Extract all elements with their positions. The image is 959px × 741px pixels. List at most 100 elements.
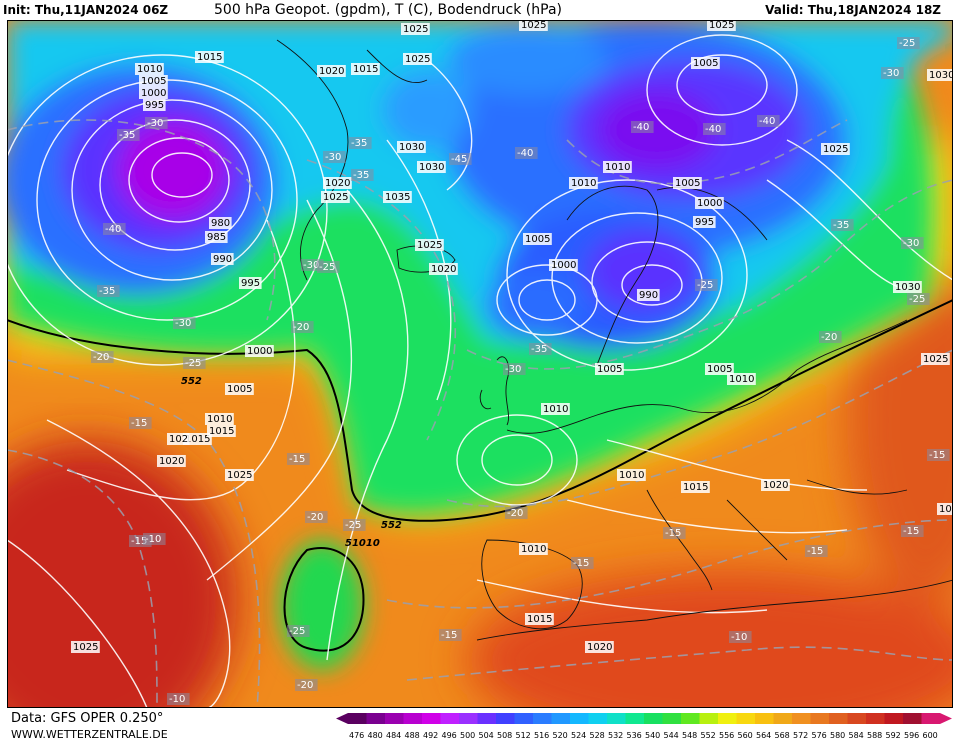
pressure-label-bg	[225, 469, 254, 481]
pressure-label: 995	[695, 217, 714, 228]
pressure-label-bg	[195, 51, 224, 63]
temperature-label-bg	[663, 527, 686, 539]
colorbar-swatch	[847, 713, 866, 724]
colorbar-tick-label: 516	[534, 731, 549, 740]
pressure-label: 1005	[597, 364, 622, 375]
pressure-label-bg	[429, 263, 458, 275]
pressure-label-bg	[549, 259, 578, 271]
temperature-label-bg	[901, 525, 924, 537]
temperature-label-bg	[515, 147, 538, 159]
temperature-label-bg	[117, 129, 140, 141]
temperature-label: -20	[507, 508, 523, 519]
temperature-label-bg	[631, 121, 654, 133]
colorbar-swatch	[348, 713, 367, 724]
pressure-label-bg	[585, 641, 614, 653]
colorbar-tick-label: 592	[886, 731, 901, 740]
pressure-label: 1020	[431, 264, 456, 275]
temperature-label-bg	[291, 321, 314, 333]
pressure-label: 1015	[683, 482, 708, 493]
continent-coast	[506, 319, 908, 434]
colorbar-arrow-low	[336, 713, 348, 724]
pressure-label-bg	[183, 433, 212, 445]
temperature-label: -20	[821, 332, 837, 343]
contour-552-cutoff	[283, 547, 365, 652]
colorbar-tick-label: 584	[849, 731, 864, 740]
pressure-label-bg	[245, 345, 274, 357]
pressure-label: 1010	[207, 414, 232, 425]
pressure-label-bg	[695, 197, 724, 209]
colorbar-tick-label: 504	[479, 731, 494, 740]
pressure-label: 1005	[693, 58, 718, 69]
temperature-label: -40	[517, 148, 533, 159]
colorbar: 476 480 484 488 492 496 500 504 508 512 516 520 524 5…	[336, 713, 952, 740]
colorbar-tick-label: 560	[738, 731, 753, 740]
colorbar-swatch	[773, 713, 792, 724]
geopotential-label: 552	[181, 376, 202, 387]
colorbar-tick-label: 588	[867, 731, 882, 740]
temperature-label-bg	[317, 261, 340, 273]
pressure-label: 1000	[551, 260, 576, 271]
temperature-label: -35	[353, 170, 369, 181]
temperature-label: -35	[351, 138, 367, 149]
pressure-label-bg	[143, 99, 166, 111]
colorbar-swatch	[736, 713, 755, 724]
temperature-label: -15	[665, 528, 681, 539]
contour-552	[7, 299, 953, 522]
pressure-label-bg	[167, 433, 190, 445]
blue-patch-arctic	[447, 25, 607, 95]
temperature-label-bg	[729, 631, 752, 643]
temperature-label-bg	[819, 331, 842, 343]
temperature-label-bg	[145, 117, 168, 129]
colorbar-tick-label: 580	[830, 731, 845, 740]
temperature-label-bg	[343, 519, 366, 531]
colorbar-tick-label: 600	[923, 731, 938, 740]
colorbar-tick-label: 532	[608, 731, 623, 740]
temperature-label: -25	[345, 520, 361, 531]
colorbar-swatch	[810, 713, 829, 724]
temperature-label-bg	[349, 137, 372, 149]
colorbar-tick-label: 484	[386, 731, 401, 740]
data-source: Data: GFS OPER 0.250°	[11, 711, 164, 726]
colorbar-swatch	[570, 713, 589, 724]
temperature-label: -20	[93, 352, 109, 363]
temperature-label-bg	[91, 351, 114, 363]
temperature-label-bg	[167, 693, 190, 705]
temperature-label: -25	[909, 294, 925, 305]
scandinavia-coast	[566, 185, 768, 366]
temperature-label-bg	[129, 417, 152, 429]
pressure-label-bg	[937, 503, 953, 515]
colorbar-tick-label: 524	[571, 731, 586, 740]
pressure-label-bg	[135, 63, 164, 75]
temperature-label: -35	[119, 130, 135, 141]
cold-pool-north-center	[597, 90, 717, 170]
pressure-label: 1010	[543, 404, 568, 415]
pressure-label: 1025	[709, 20, 734, 31]
temperature-label-bg	[183, 357, 206, 369]
iberia-coast	[481, 539, 583, 630]
pressure-label: 1025	[405, 54, 430, 65]
pressure-label: 1005	[707, 364, 732, 375]
pressure-label-bg	[707, 20, 736, 31]
colorbar-tick-label: 488	[405, 731, 420, 740]
colorbar-tick-label: 536	[627, 731, 642, 740]
pressure-label-bg	[693, 216, 716, 228]
temperature-label: -25	[319, 262, 335, 273]
temperature-label: -15	[929, 450, 945, 461]
pressure-label: 1030	[895, 282, 920, 293]
pressure-label-bg	[139, 87, 168, 99]
warm-core-sahara	[467, 570, 953, 708]
colorbar-swatch	[477, 713, 496, 724]
pressure-label: 1030	[929, 70, 953, 81]
colorbar-swatch	[533, 713, 552, 724]
pressure-label: 1020	[587, 642, 612, 653]
temperature-label: -35	[531, 344, 547, 355]
green-cutoff-iberia	[280, 540, 364, 670]
geopotential-label: 51010	[345, 538, 380, 549]
temperature-label-bg	[695, 279, 718, 291]
colorbar-tick-label: 476	[349, 731, 364, 740]
pressure-label-bg	[541, 403, 570, 415]
colorbar-swatch	[903, 713, 922, 724]
pressure-label-bg	[207, 425, 236, 437]
pressure-label: 990	[639, 290, 658, 301]
